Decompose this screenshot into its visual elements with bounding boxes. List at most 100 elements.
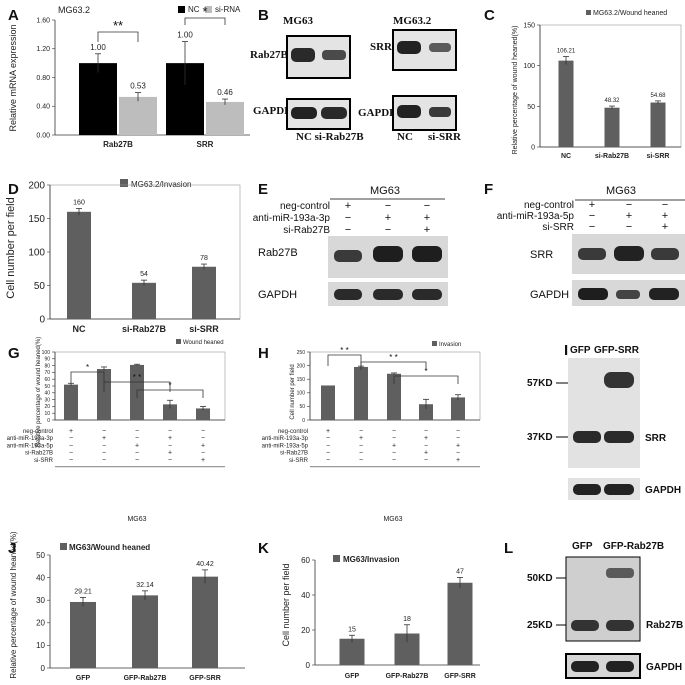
panel-letter-b: B xyxy=(258,7,269,24)
chart-h-title: Invasion xyxy=(439,342,461,348)
chart-d-category-label: NC xyxy=(73,324,86,334)
blot-b-row-rab27b: Rab27B xyxy=(250,49,289,61)
chart-h: Invasion Cell number per field 0 50 100 150… xyxy=(262,341,481,523)
panel-letter-j: J xyxy=(8,540,16,557)
panel-letter-h: H xyxy=(258,345,269,362)
blot-band xyxy=(606,620,634,631)
chart-h-treatment-name: anti-miR-193a-5p xyxy=(262,443,309,449)
chart-k: MG63/Invasion Cell number per field 0 20 4… xyxy=(281,555,480,680)
chart-c-ylabel: Relative percentage of wound heaned(%) xyxy=(512,26,519,155)
chart-d: MG63.2/Invasion Cell number per field 0 5… xyxy=(5,179,241,334)
chart-g-title: Wound heaned xyxy=(183,340,224,346)
chart-g-treatment-sign: − xyxy=(69,450,73,457)
blot-f-treatment-sign: − xyxy=(626,221,632,233)
chart-h-treatment-sign: + xyxy=(326,428,330,435)
blot-i: GFP GFP-SRR 57KD 37KD SRR GAPDH xyxy=(527,345,681,500)
blot-band xyxy=(573,431,601,443)
blot-band xyxy=(651,248,679,260)
blot-l-label-gapdh: GAPDH xyxy=(646,662,682,673)
panel-letter-d: D xyxy=(8,181,19,198)
chart-d-bar xyxy=(67,211,91,319)
chart-a-y-tick-label: 0.40 xyxy=(36,104,50,111)
blot-f-title: MG63 xyxy=(606,185,636,197)
blot-e-treatment-name: anti-miR-193a-3p xyxy=(253,213,331,224)
chart-h-treatment-sign: + xyxy=(424,450,428,457)
chart-a-category-label: SRR xyxy=(197,140,214,149)
chart-g-bar xyxy=(163,404,177,420)
chart-a-data-label: 0.53 xyxy=(130,82,146,91)
blot-band xyxy=(604,431,634,443)
chart-g-treatment-sign: − xyxy=(201,435,205,442)
chart-k-category-label: GFP xyxy=(345,673,360,680)
blot-b-right-title: MG63.2 xyxy=(393,15,432,27)
chart-g-treatment-sign: − xyxy=(69,442,73,449)
chart-h-treatment-sign: − xyxy=(326,450,330,457)
chart-g-ylabel: Relative percentage of wound heaned(%) xyxy=(36,337,42,447)
chart-h-significance-mark: * * xyxy=(340,346,348,355)
chart-j-bar xyxy=(70,601,96,668)
chart-k-y-tick-label: 60 xyxy=(301,556,310,565)
chart-j-category-label: GFP-Rab27B xyxy=(124,675,167,682)
chart-a-legend-swatch-sirna xyxy=(205,6,212,13)
chart-g-treatment-sign: − xyxy=(69,457,73,464)
chart-g-treatment-name: si-Rab27B xyxy=(25,451,53,457)
chart-d-legend-swatch xyxy=(120,179,128,187)
chart-h-bar xyxy=(451,397,465,420)
blot-band xyxy=(606,568,634,578)
chart-d-y-tick-label: 100 xyxy=(28,248,45,259)
chart-g-treatment-sign: + xyxy=(135,442,139,449)
blot-e-treatment-sign: + xyxy=(424,224,430,236)
chart-h-bar xyxy=(354,366,368,420)
chart-d-category-label: si-Rab27B xyxy=(122,324,167,334)
chart-d-y-tick-label: 200 xyxy=(28,181,45,192)
blot-band xyxy=(397,41,421,54)
chart-j-y-tick-label: 30 xyxy=(36,596,45,605)
chart-h-treatment-sign: − xyxy=(392,457,396,464)
chart-g-bar xyxy=(196,408,210,420)
chart-a-bar xyxy=(119,96,157,135)
chart-h-y-tick-label: 200 xyxy=(297,363,306,369)
blot-b-lanes-left: NC si-Rab27B xyxy=(296,131,364,143)
blot-f-treatment-sign: + xyxy=(626,210,632,222)
blot-l: GFP GFP-Rab27B 50KD 25KD Rab27B GAPDH xyxy=(527,541,683,679)
blot-e-row-gapdh: GAPDH xyxy=(258,289,297,301)
chart-h-xlabel: MG63 xyxy=(383,516,402,523)
chart-d-y-tick-label: 150 xyxy=(28,214,45,225)
chart-h-treatment-sign: − xyxy=(456,428,460,435)
chart-a-bar xyxy=(206,101,244,135)
chart-c-y-tick-label: 150 xyxy=(523,22,535,29)
chart-a-significance-bracket xyxy=(97,31,139,42)
blot-band xyxy=(412,289,442,300)
chart-c-data-label: 106.21 xyxy=(557,49,576,55)
chart-a-title: MG63.2 xyxy=(58,5,90,15)
chart-j-y-tick-label: 40 xyxy=(36,573,45,582)
blot-b-lane-nc: NC xyxy=(397,131,413,143)
chart-j-y-tick-label: 10 xyxy=(36,641,45,650)
chart-c-legend-swatch xyxy=(586,10,591,15)
blot-e-treatment-sign: − xyxy=(424,200,430,212)
chart-h-ylabel: Cell number per field xyxy=(290,364,296,419)
chart-k-bar xyxy=(339,638,365,665)
chart-g-treatment-sign: − xyxy=(102,428,106,435)
blot-f-treatment-name: anti-miR-193a-5p xyxy=(497,211,575,222)
chart-d-y-tick-label: 0 xyxy=(39,315,45,326)
chart-d-data-label: 78 xyxy=(200,255,208,262)
chart-h-y-tick-label: 50 xyxy=(299,404,305,410)
chart-a-category-label: Rab27B xyxy=(103,140,133,149)
chart-h-treatment-sign: + xyxy=(456,457,460,464)
blot-l-label-rab27b: Rab27B xyxy=(646,620,683,631)
chart-a-y-tick-label: 1.20 xyxy=(36,46,50,53)
chart-g-y-tick-label: 30 xyxy=(44,397,50,403)
chart-j-bar xyxy=(132,595,158,668)
chart-j: MG63/Wound heaned Relative percentage of… xyxy=(9,531,245,682)
blot-band xyxy=(616,290,640,299)
panel-letter-f: F xyxy=(484,181,493,198)
chart-g-significance-bracket xyxy=(103,381,171,392)
blot-b-left-title: MG63 xyxy=(283,15,313,27)
blot-e-row-rab27b: Rab27B xyxy=(258,247,298,259)
chart-a-legend-nc: NC xyxy=(188,5,200,14)
blot-band xyxy=(412,246,442,262)
blot-band xyxy=(397,105,421,118)
blot-e: MG63 neg-control + − −anti-miR-193a-3p − + +si… xyxy=(253,185,448,306)
blot-band xyxy=(291,107,317,119)
